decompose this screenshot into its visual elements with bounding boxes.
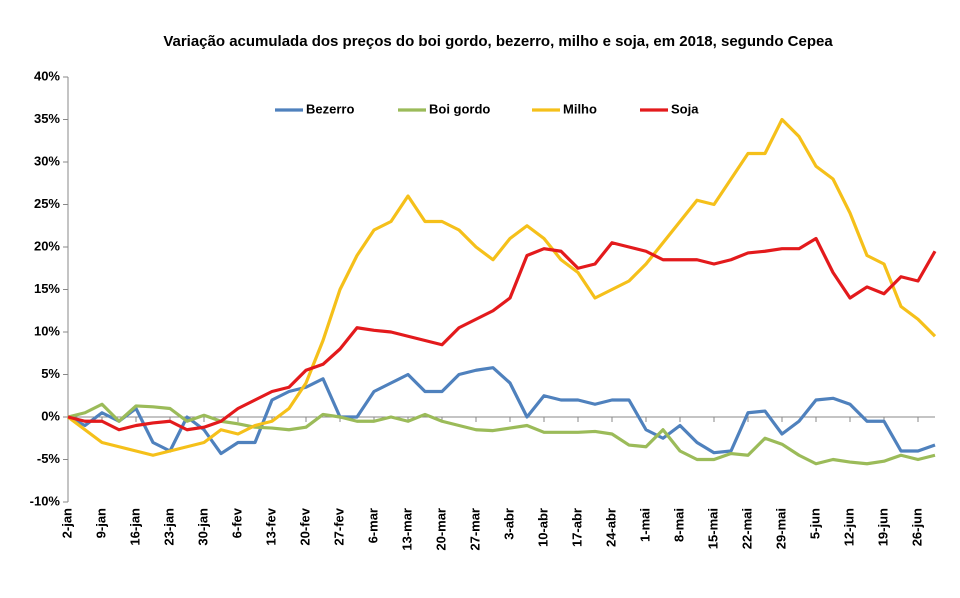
x-tick-label: 15-mai [705, 508, 720, 549]
x-tick-label: 24-abr [603, 508, 618, 547]
series-line [67, 402, 936, 466]
x-tick-label: 1-mai [637, 508, 652, 542]
y-tick-label: 5% [41, 366, 60, 381]
x-tick-label: 19-jun [875, 508, 890, 546]
y-tick-label: -10% [30, 493, 61, 508]
y-tick-label: 10% [34, 323, 60, 338]
y-tick-label: -5% [37, 451, 61, 466]
series-line [67, 366, 936, 456]
x-tick-label: 5-jun [807, 508, 822, 539]
x-tick-label: 29-mai [773, 508, 788, 549]
x-tick-label: 6-fev [229, 507, 244, 538]
x-tick-label: 3-abr [501, 508, 516, 540]
x-tick-label: 30-jan [195, 508, 210, 546]
y-tick-label: 20% [34, 238, 60, 253]
y-tick-label: 35% [34, 111, 60, 126]
legend-label: Milho [563, 101, 597, 116]
y-tick-label: 25% [34, 196, 60, 211]
y-tick-label: 30% [34, 153, 60, 168]
legend-label: Boi gordo [429, 101, 490, 116]
chart-title: Variação acumulada dos preços do boi gor… [163, 33, 833, 50]
x-tick-label: 13-mar [399, 508, 414, 551]
x-tick-label: 22-mai [739, 508, 754, 549]
x-tick-label: 16-jan [127, 508, 142, 546]
y-tick-label: 0% [41, 408, 60, 423]
x-tick-label: 12-jun [841, 508, 856, 546]
legend-label: Soja [671, 101, 699, 116]
x-tick-label: 9-jan [93, 508, 108, 538]
x-tick-label: 20-mar [433, 508, 448, 551]
x-tick-label: 27-mar [467, 508, 482, 551]
x-tick-label: 26-jun [909, 508, 924, 546]
x-tick-label: 13-fev [263, 507, 278, 545]
x-tick-label: 20-fev [297, 507, 312, 545]
legend-label: Bezerro [306, 101, 354, 116]
x-tick-label: 6-mar [365, 508, 380, 543]
y-tick-label: 15% [34, 281, 60, 296]
x-tick-label: 10-abr [535, 508, 550, 547]
series-line [67, 236, 937, 432]
y-tick-label: 40% [34, 68, 60, 83]
x-tick-label: 27-fev [331, 507, 346, 545]
series-line [67, 117, 937, 457]
x-tick-label: 2-jan [59, 508, 74, 538]
x-tick-label: 23-jan [161, 508, 176, 546]
x-tick-label: 8-mai [671, 508, 686, 542]
x-tick-label: 17-abr [569, 508, 584, 547]
